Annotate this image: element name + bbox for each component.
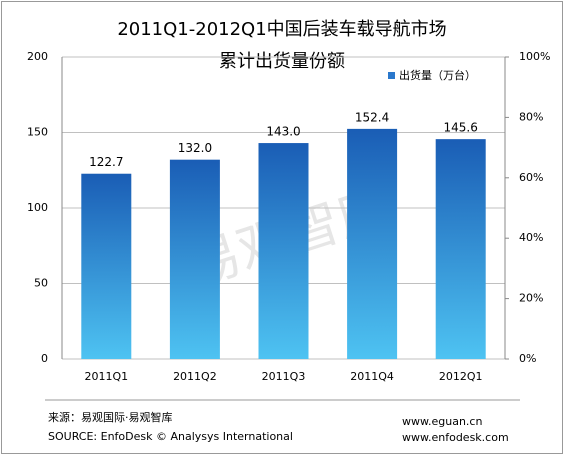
- bar: [81, 173, 132, 359]
- x-tick-label: 2012Q1: [439, 370, 483, 383]
- y2-tick-label: 0%: [519, 352, 536, 365]
- x-tick-label: 2011Q1: [84, 370, 128, 383]
- y2-tick-label: 80%: [519, 110, 543, 123]
- website: www.enfodesk.com: [402, 431, 509, 444]
- source: SOURCE: EnfoDesk © Analysys Internationa…: [48, 430, 293, 443]
- x-tick-label: 2011Q4: [350, 370, 394, 383]
- x-tick-label: 2011Q3: [262, 370, 306, 383]
- website: www.eguan.cn: [402, 415, 482, 428]
- legend-swatch: [388, 72, 395, 79]
- value-label: 143.0: [266, 125, 300, 139]
- y-tick-label: 0: [41, 352, 48, 365]
- x-tick-label: 2011Q2: [173, 370, 217, 383]
- y-tick-label: 200: [27, 50, 48, 63]
- value-label: 122.7: [89, 155, 123, 169]
- y2-tick-label: 40%: [519, 231, 543, 244]
- bar: [169, 159, 220, 359]
- chart-title: 2011Q1-2012Q1中国后装车载导航市场: [117, 19, 446, 40]
- y-tick-label: 100: [27, 201, 48, 214]
- value-label: 145.6: [444, 121, 478, 135]
- chart-subtitle: 累计出货量份额: [219, 51, 345, 72]
- y2-tick-label: 60%: [519, 171, 543, 184]
- bar: [258, 143, 309, 359]
- source: 来源：易观国际·易观智库: [48, 410, 173, 424]
- bar: [347, 128, 398, 359]
- y2-tick-label: 20%: [519, 292, 543, 305]
- value-label: 132.0: [178, 141, 212, 155]
- y-tick-label: 150: [27, 126, 48, 139]
- legend-label: 出货量（万台）: [399, 68, 476, 82]
- y2-tick-label: 100%: [519, 50, 550, 63]
- value-label: 152.4: [355, 110, 389, 124]
- y-tick-label: 50: [34, 277, 48, 290]
- bar: [435, 139, 486, 359]
